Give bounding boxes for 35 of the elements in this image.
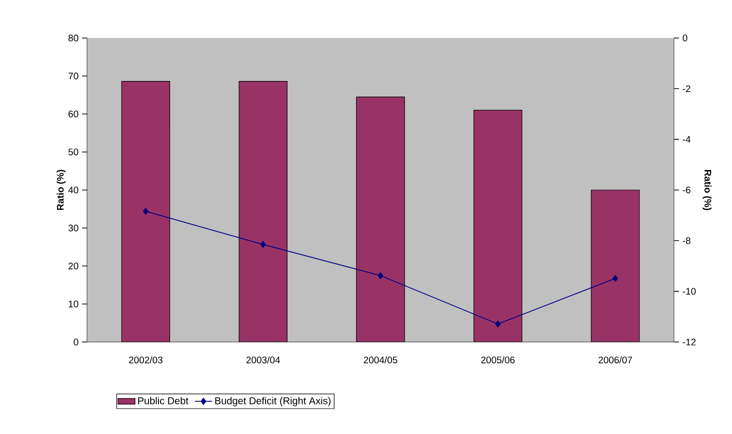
y-tick-label: 0 (74, 338, 78, 346)
bar (122, 81, 170, 342)
y2-tick-label: -12 (682, 338, 696, 346)
y-tick-label: 20 (68, 262, 78, 270)
point (260, 241, 266, 248)
point (143, 208, 148, 215)
bar (239, 81, 288, 342)
y2-tick-label: 0 (682, 34, 688, 42)
y2-axis-title: Ratio (%) (702, 170, 712, 210)
legend-label: Public Debt (138, 396, 188, 404)
bar (590, 190, 640, 342)
x-tick-label: 2004/05 (364, 356, 398, 364)
y2-tick-label: -4 (682, 136, 691, 143)
y-tick-label: 80 (68, 34, 78, 42)
x-tick-label: 2003/04 (246, 356, 280, 364)
point (612, 274, 618, 282)
bar (356, 96, 405, 342)
y2-tick-label: -8 (682, 237, 690, 244)
y-axis-title: Ratio (%) (56, 170, 66, 210)
y-tick-label: 10 (68, 300, 78, 308)
y-tick-label: 70 (68, 72, 78, 80)
y-tick-label: 50 (68, 148, 78, 156)
point (378, 272, 384, 280)
y-tick-label: 30 (68, 224, 78, 232)
y-tick-label: 40 (68, 186, 78, 194)
y2-tick-label: -10 (682, 288, 696, 295)
y2-tick-label: -2 (682, 85, 690, 92)
point (495, 320, 501, 328)
bar (474, 110, 522, 342)
x-tick-label: 2006/07 (598, 356, 632, 364)
legend-label: Budget Deficit (Right Axis) (215, 396, 331, 406)
y-tick-label: 60 (68, 110, 78, 118)
y2-tick-label: -6 (682, 186, 690, 194)
x-tick-label: 2002/03 (129, 356, 162, 364)
x-tick-label: 2005/06 (481, 356, 515, 364)
